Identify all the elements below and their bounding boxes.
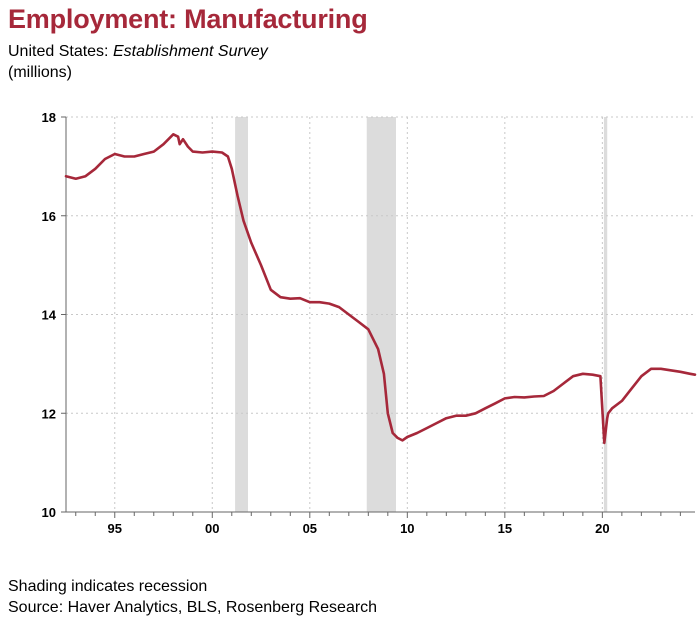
gridlines [66, 116, 695, 512]
source-note: Source: Haver Analytics, BLS, Rosenberg … [8, 599, 378, 616]
x-tick-label-10: 10 [400, 521, 414, 536]
y-tick-label-10: 10 [42, 505, 56, 520]
subtitle-prefix: United States: [8, 43, 113, 60]
y-tick-label-14: 14 [42, 308, 57, 323]
x-tick-label-05: 05 [303, 521, 317, 536]
x-tick-label-20: 20 [595, 521, 609, 536]
chart-title: Employment: Manufacturing [8, 4, 368, 34]
chart-subtitle: United States: Establishment Survey [8, 43, 268, 61]
chart-units: (millions) [8, 64, 72, 81]
y-tick-label-16: 16 [42, 209, 56, 224]
recession-note: Shading indicates recession [8, 578, 208, 595]
x-tick-label-95: 95 [108, 521, 122, 536]
x-tick-label-00: 00 [205, 521, 219, 536]
y-tick-label-12: 12 [42, 406, 56, 421]
axes: 10 12 14 16 18 95 00 05 10 15 20 [42, 110, 695, 536]
series-line-1 [64, 133, 697, 445]
y-tick-label-18: 18 [42, 110, 56, 125]
subtitle-survey: Establishment Survey [112, 43, 268, 60]
x-tick-label-15: 15 [498, 521, 512, 536]
recession-band-3 [603, 117, 608, 512]
series-layer [64, 133, 697, 445]
